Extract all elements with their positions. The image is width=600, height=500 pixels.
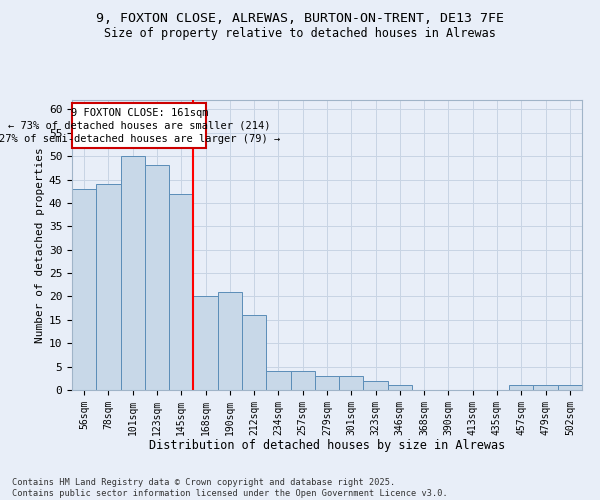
Bar [193, 296, 218, 390]
Text: 27% of semi-detached houses are larger (79) →: 27% of semi-detached houses are larger (… [0, 134, 280, 144]
Text: 9, FOXTON CLOSE, ALREWAS, BURTON-ON-TRENT, DE13 7FE: 9, FOXTON CLOSE, ALREWAS, BURTON-ON-TREN… [96, 12, 504, 26]
Bar [509, 386, 533, 390]
Bar [242, 315, 266, 390]
Bar [364, 380, 388, 390]
Bar [533, 386, 558, 390]
Text: Contains HM Land Registry data © Crown copyright and database right 2025.
Contai: Contains HM Land Registry data © Crown c… [12, 478, 448, 498]
Bar [169, 194, 193, 390]
Bar [145, 166, 169, 390]
Bar [558, 386, 582, 390]
Text: 9 FOXTON CLOSE: 161sqm: 9 FOXTON CLOSE: 161sqm [71, 108, 208, 118]
Text: ← 73% of detached houses are smaller (214): ← 73% of detached houses are smaller (21… [8, 120, 271, 130]
Bar [218, 292, 242, 390]
Bar [388, 386, 412, 390]
Bar [266, 372, 290, 390]
Bar [290, 372, 315, 390]
Bar [339, 376, 364, 390]
Y-axis label: Number of detached properties: Number of detached properties [35, 147, 44, 343]
Bar [96, 184, 121, 390]
Text: Size of property relative to detached houses in Alrewas: Size of property relative to detached ho… [104, 28, 496, 40]
Bar [72, 189, 96, 390]
X-axis label: Distribution of detached houses by size in Alrewas: Distribution of detached houses by size … [149, 439, 505, 452]
Bar [315, 376, 339, 390]
FancyBboxPatch shape [73, 104, 206, 148]
Bar [121, 156, 145, 390]
